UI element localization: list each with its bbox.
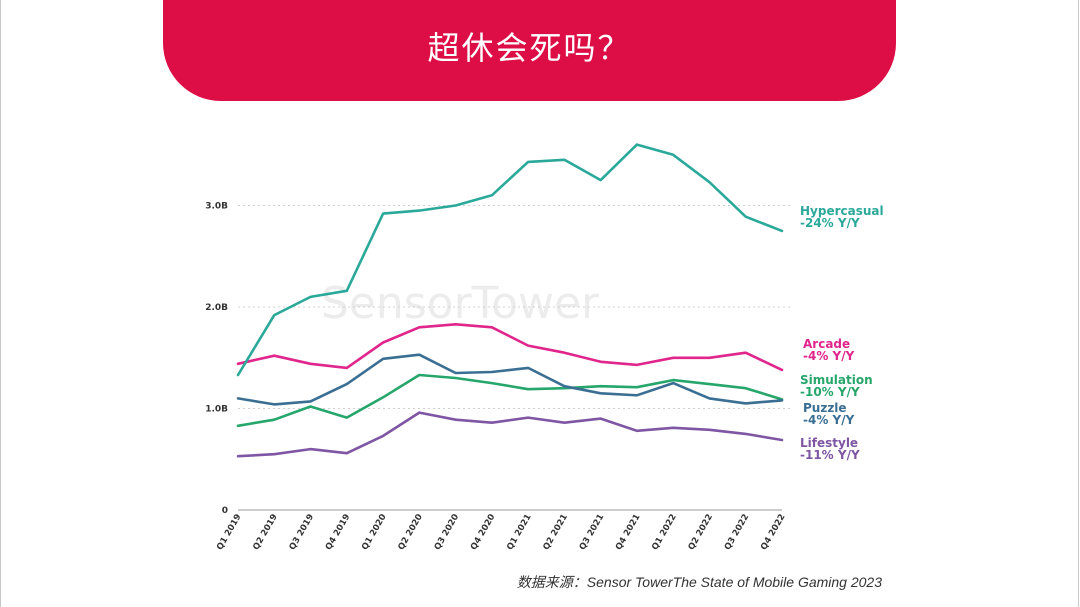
legend-arcade-change: -4% Y/Y <box>803 349 855 363</box>
legend-arcade-name: Arcade <box>803 337 850 351</box>
series-line-hypercasual <box>236 143 784 377</box>
series-line-simulation <box>236 373 784 428</box>
x-tick-label: Q3 2022 <box>723 512 752 552</box>
x-tick-label: Q1 2020 <box>360 512 389 552</box>
source-note: 数据来源：Sensor TowerThe State of Mobile Gam… <box>516 574 882 590</box>
x-tick-label: Q2 2022 <box>687 512 716 552</box>
y-tick-label: 2.0B <box>205 303 228 313</box>
series-line-arcade <box>236 322 784 372</box>
x-tick-label: Q4 2021 <box>614 512 643 552</box>
gridlines <box>238 205 790 409</box>
y-tick-label: 0 <box>222 506 228 516</box>
x-tick-label: Q2 2021 <box>541 512 570 552</box>
x-tick-label: Q1 2022 <box>650 512 679 552</box>
series-lines <box>236 143 784 458</box>
x-tick-label: Q3 2021 <box>578 512 607 552</box>
legend-hypercasual-change: -24% Y/Y <box>800 216 860 230</box>
x-tick-label: Q1 2019 <box>215 512 244 552</box>
legend-puzzle-name: Puzzle <box>803 401 847 415</box>
y-tick-label: 1.0B <box>205 405 228 415</box>
x-tick-label: Q4 2020 <box>469 512 498 552</box>
page-left-border <box>0 0 1 607</box>
y-tick-label: 3.0B <box>205 202 228 212</box>
x-tick-label: Q2 2019 <box>251 512 280 552</box>
title-banner: 超休会死吗？ <box>163 0 896 101</box>
sensortower-watermark: SensorTower <box>321 278 600 329</box>
legend-puzzle-change: -4% Y/Y <box>803 413 855 427</box>
legend-lifestyle-change: -11% Y/Y <box>800 448 860 462</box>
legend-lifestyle-name: Lifestyle <box>800 436 858 450</box>
axes: 0 1.0B 2.0B 3.0B Q1 2019 Q2 2019 Q3 2019 Q4 201… <box>205 202 787 552</box>
page-right-border <box>1078 0 1079 607</box>
legend-simulation-change: -10% Y/Y <box>800 385 860 399</box>
x-tick-label: Q3 2019 <box>288 512 317 552</box>
x-tick-label: Q4 2019 <box>324 512 353 552</box>
series-line-lifestyle <box>236 411 784 458</box>
x-tick-label: Q3 2020 <box>433 512 462 552</box>
legend-simulation-name: Simulation <box>800 373 873 387</box>
page-title: 超休会死吗？ <box>427 28 632 67</box>
x-tick-label: Q2 2020 <box>396 512 425 552</box>
series-line-puzzle <box>236 353 784 406</box>
x-tick-label: Q4 2022 <box>759 512 788 552</box>
legend-hypercasual-name: Hypercasual <box>800 204 884 218</box>
x-tick-label: Q1 2021 <box>505 512 534 552</box>
